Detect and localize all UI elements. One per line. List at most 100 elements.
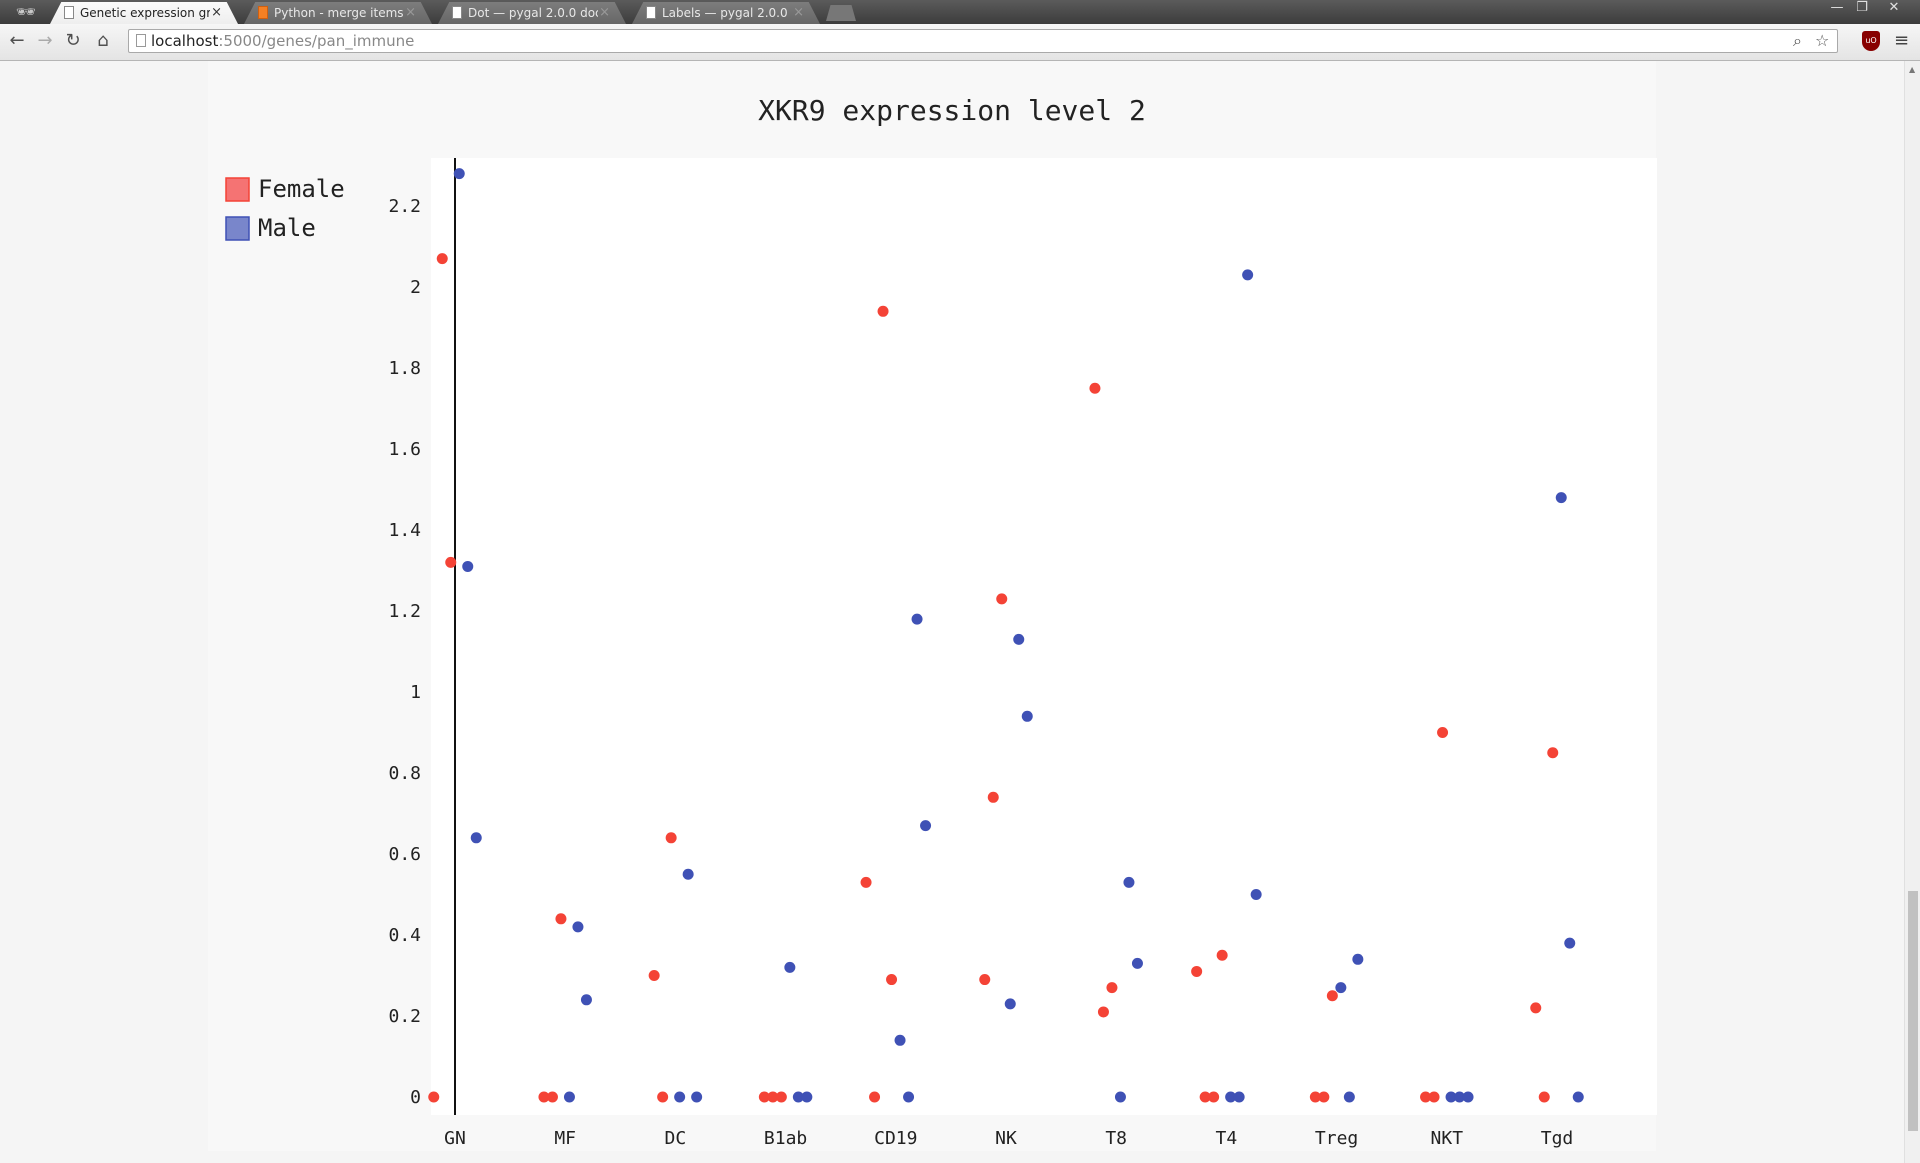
- bookmark-star-icon[interactable]: ☆: [1815, 31, 1830, 50]
- female-point[interactable]: [987, 791, 999, 803]
- female-point[interactable]: [869, 1091, 881, 1103]
- close-tab-icon[interactable]: ×: [211, 5, 222, 20]
- new-tab-button[interactable]: [826, 5, 856, 21]
- stackoverflow-icon: [258, 6, 268, 19]
- browser-menu-icon[interactable]: ≡: [1894, 30, 1910, 51]
- address-bar[interactable]: localhost:5000/genes/pan_immune ⌕ ☆: [128, 29, 1838, 53]
- scroll-up-icon[interactable]: ▲: [1909, 65, 1916, 74]
- male-point[interactable]: [453, 168, 465, 180]
- male-point[interactable]: [1114, 1091, 1126, 1103]
- reload-button[interactable]: ↻: [65, 30, 81, 51]
- female-point[interactable]: [1208, 1091, 1220, 1103]
- male-point[interactable]: [1462, 1091, 1474, 1103]
- female-point[interactable]: [979, 974, 991, 986]
- legend-label[interactable]: Male: [258, 214, 316, 242]
- male-point[interactable]: [572, 921, 584, 933]
- male-point[interactable]: [691, 1091, 703, 1103]
- female-point[interactable]: [1089, 382, 1101, 394]
- female-point[interactable]: [860, 876, 872, 888]
- male-point[interactable]: [1352, 953, 1364, 965]
- legend-swatch: [225, 216, 250, 241]
- male-point[interactable]: [1564, 937, 1576, 949]
- legend-label[interactable]: Female: [258, 175, 345, 203]
- close-tab-icon[interactable]: ×: [793, 5, 804, 20]
- female-point[interactable]: [657, 1091, 669, 1103]
- restore-button[interactable]: ❐: [1856, 0, 1868, 15]
- browser-tab-dot-pygal[interactable]: Dot — pygal 2.0.0 docum ×: [438, 2, 626, 24]
- female-point[interactable]: [877, 305, 889, 317]
- close-tab-icon[interactable]: ×: [405, 5, 416, 20]
- male-point[interactable]: [674, 1091, 686, 1103]
- female-point[interactable]: [1106, 982, 1118, 994]
- male-point[interactable]: [470, 832, 482, 844]
- female-point[interactable]: [1309, 1091, 1321, 1103]
- female-point[interactable]: [445, 556, 457, 568]
- forward-button[interactable]: →: [37, 30, 53, 51]
- ublock-extension-icon[interactable]: uO: [1862, 31, 1880, 51]
- male-point[interactable]: [682, 868, 694, 880]
- female-point[interactable]: [1547, 747, 1559, 759]
- female-point[interactable]: [1428, 1091, 1440, 1103]
- male-point[interactable]: [1233, 1091, 1245, 1103]
- female-point[interactable]: [886, 974, 898, 986]
- male-point[interactable]: [1250, 889, 1262, 900]
- female-point[interactable]: [996, 593, 1008, 605]
- male-point[interactable]: [1242, 269, 1254, 281]
- male-point[interactable]: [903, 1091, 915, 1103]
- female-point[interactable]: [1318, 1091, 1330, 1103]
- female-point[interactable]: [1538, 1091, 1550, 1103]
- male-point[interactable]: [920, 820, 932, 832]
- male-point[interactable]: [894, 1034, 906, 1046]
- home-button[interactable]: ⌂: [97, 30, 109, 51]
- female-point[interactable]: [546, 1091, 558, 1103]
- male-point[interactable]: [1343, 1091, 1355, 1103]
- male-point[interactable]: [784, 961, 796, 973]
- male-point[interactable]: [1555, 492, 1567, 504]
- female-point[interactable]: [1326, 990, 1338, 1002]
- female-point[interactable]: [1437, 727, 1449, 738]
- browser-tab-labels-pygal[interactable]: Labels — pygal 2.0.0 doc ×: [632, 2, 820, 24]
- close-tab-icon[interactable]: ×: [599, 5, 610, 20]
- male-point[interactable]: [1131, 957, 1143, 969]
- male-point[interactable]: [1225, 1091, 1237, 1103]
- page-icon: [64, 6, 74, 19]
- minimize-button[interactable]: —: [1830, 0, 1844, 15]
- male-point[interactable]: [1013, 633, 1025, 645]
- female-point[interactable]: [775, 1091, 787, 1103]
- female-point[interactable]: [1199, 1091, 1211, 1103]
- scrollbar-thumb[interactable]: [1908, 891, 1918, 1131]
- male-point[interactable]: [1454, 1091, 1466, 1103]
- male-point[interactable]: [1572, 1091, 1584, 1103]
- male-point[interactable]: [1004, 998, 1016, 1010]
- page-scrollbar[interactable]: ▲: [1904, 61, 1920, 1163]
- back-button[interactable]: ←: [9, 30, 25, 51]
- male-point[interactable]: [1445, 1091, 1457, 1103]
- male-point[interactable]: [1335, 982, 1347, 994]
- male-point[interactable]: [792, 1091, 804, 1103]
- female-point[interactable]: [1191, 965, 1203, 977]
- male-point[interactable]: [801, 1091, 813, 1103]
- male-point[interactable]: [1021, 710, 1033, 722]
- zoom-icon[interactable]: ⌕: [1793, 31, 1802, 50]
- browser-tab-python-merge[interactable]: Python - merge items of t ×: [244, 2, 432, 24]
- female-point[interactable]: [767, 1091, 779, 1103]
- female-point[interactable]: [436, 253, 448, 265]
- female-point[interactable]: [1097, 1006, 1109, 1018]
- close-window-button[interactable]: ✕: [1888, 0, 1900, 15]
- male-point[interactable]: [462, 560, 474, 572]
- female-point[interactable]: [428, 1091, 440, 1103]
- female-point[interactable]: [538, 1091, 550, 1103]
- female-point[interactable]: [555, 913, 567, 925]
- x-tick-label: MF: [554, 1128, 576, 1149]
- female-point[interactable]: [1530, 1002, 1542, 1014]
- female-point[interactable]: [1420, 1091, 1432, 1103]
- browser-tab-genetic-expression[interactable]: Genetic expression graph ×: [50, 2, 238, 24]
- male-point[interactable]: [563, 1091, 575, 1103]
- female-point[interactable]: [1216, 949, 1228, 961]
- female-point[interactable]: [665, 832, 677, 844]
- female-point[interactable]: [758, 1091, 770, 1103]
- male-point[interactable]: [911, 613, 923, 625]
- male-point[interactable]: [580, 994, 592, 1006]
- male-point[interactable]: [1123, 876, 1135, 888]
- female-point[interactable]: [648, 970, 660, 981]
